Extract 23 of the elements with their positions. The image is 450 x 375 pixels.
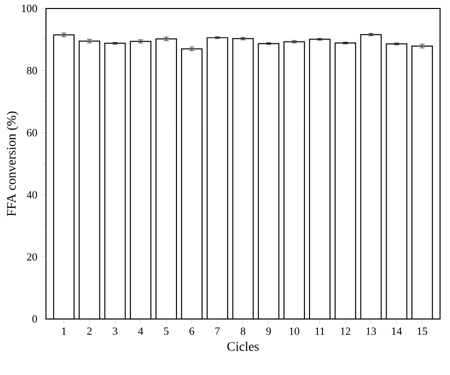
x-tick-label: 6 xyxy=(190,327,194,335)
y-axis-title: FFA conversion (%) xyxy=(6,111,18,216)
x-tick-label: 10 xyxy=(290,327,300,335)
x-tick-label: 11 xyxy=(315,327,324,335)
x-tick-label: 13 xyxy=(366,327,376,335)
x-tick-label: 15 xyxy=(418,327,428,335)
x-tick-label: 4 xyxy=(138,327,144,335)
y-tick-label: 40 xyxy=(26,191,38,198)
x-tick-label: 14 xyxy=(392,327,402,335)
y-tick-label: 60 xyxy=(26,128,38,136)
x-tick-label: 1 xyxy=(62,327,66,335)
x-tick-label: 5 xyxy=(164,327,169,335)
x-tick-label: 2 xyxy=(87,327,92,335)
x-tick-label: 9 xyxy=(266,327,271,335)
y-tick-label: 100 xyxy=(22,4,38,12)
y-tick-label: 20 xyxy=(26,253,38,261)
x-axis-title: Cicles xyxy=(227,342,259,351)
y-tick-label: 80 xyxy=(26,66,38,74)
x-tick-label: 3 xyxy=(112,327,118,335)
x-tick-label: 7 xyxy=(215,327,220,335)
x-tick-label: 8 xyxy=(240,327,246,335)
x-tick-label: 12 xyxy=(340,327,350,335)
y-tick-label: 0 xyxy=(32,315,38,323)
